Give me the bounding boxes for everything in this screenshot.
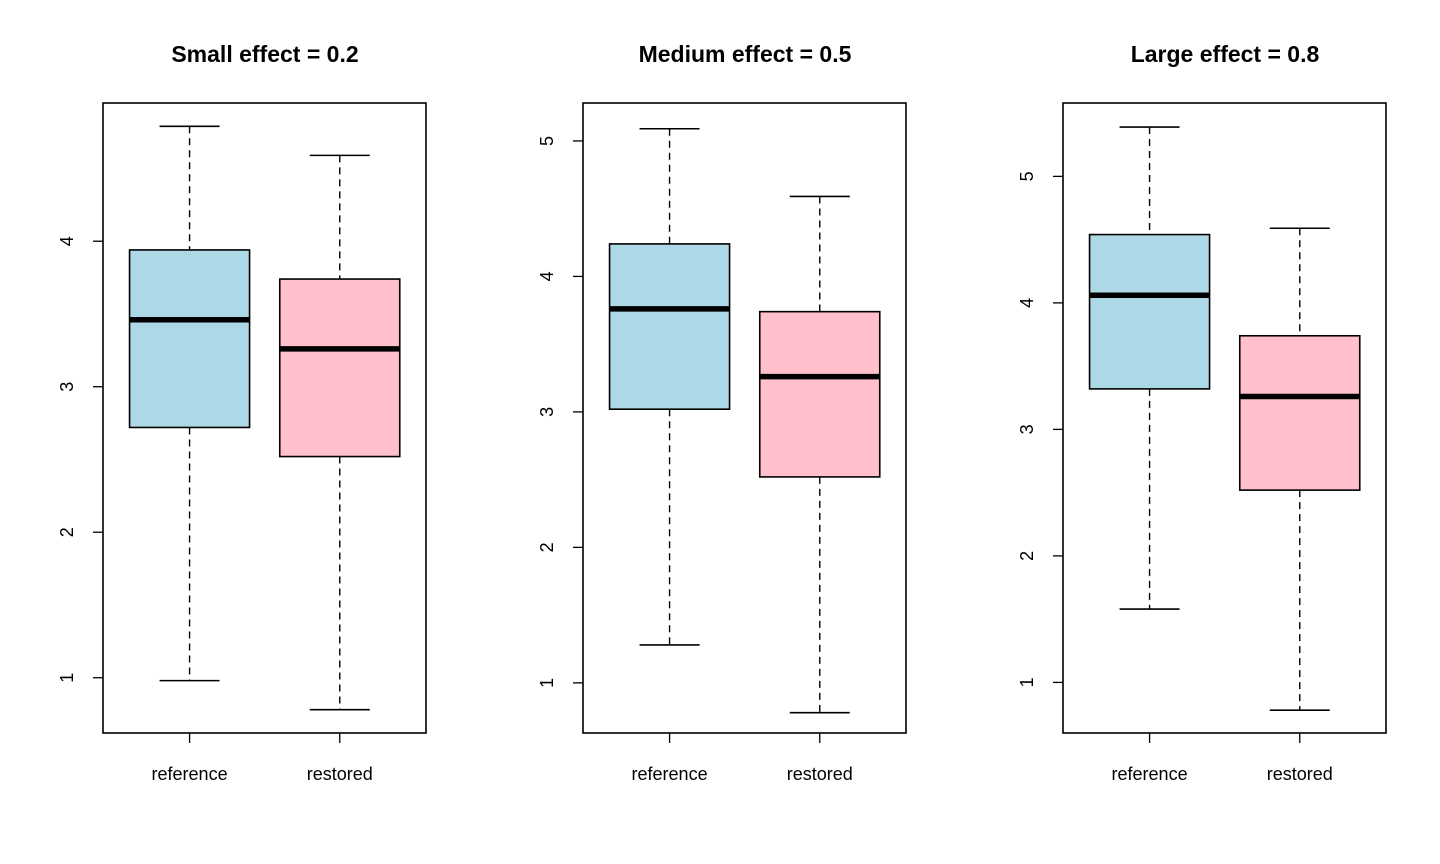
y-tick-label: 1 (537, 678, 557, 688)
y-tick-label: 1 (57, 673, 77, 683)
panel-small-effect: Small effect = 0.2 1 2 3 4 reference restored (57, 41, 427, 784)
y-tick-label: 2 (1017, 551, 1037, 561)
restored-box (1238, 334, 1361, 491)
reference-box (128, 249, 251, 429)
y-tick-label: 4 (537, 271, 557, 281)
y-tick-label: 5 (1017, 171, 1037, 181)
y-tick-label: 4 (1017, 298, 1037, 308)
panel-medium-effect: Medium effect = 0.5 1 2 3 4 5 reference restor… (537, 41, 907, 784)
plot-frame (102, 102, 427, 734)
y-tick-label: 2 (57, 527, 77, 537)
y-tick-label: 2 (537, 542, 557, 552)
y-tick-label: 3 (537, 407, 557, 417)
y-tick-label: 4 (57, 236, 77, 246)
x-tick-label: reference (1112, 764, 1188, 784)
x-tick-label: reference (632, 764, 708, 784)
y-tick-label: 5 (537, 136, 557, 146)
plot-frame (582, 102, 907, 734)
y-tick-label: 1 (1017, 677, 1037, 687)
reference-box (608, 243, 731, 410)
x-tick-label: restored (1267, 764, 1333, 784)
reference-box (1088, 233, 1211, 390)
x-tick-label: reference (152, 764, 228, 784)
panel-large-effect: Large effect = 0.8 1 2 3 4 5 reference restore… (1017, 41, 1387, 784)
panel-title: Medium effect = 0.5 (639, 41, 852, 67)
x-tick-label: restored (307, 764, 373, 784)
panel-title: Small effect = 0.2 (171, 41, 358, 67)
plot-frame (1062, 102, 1387, 734)
y-tick-label: 3 (1017, 424, 1037, 434)
x-tick-label: restored (787, 764, 853, 784)
y-tick-label: 3 (57, 382, 77, 392)
restored-box (758, 310, 881, 478)
restored-box (278, 278, 401, 458)
panel-title: Large effect = 0.8 (1131, 41, 1320, 67)
